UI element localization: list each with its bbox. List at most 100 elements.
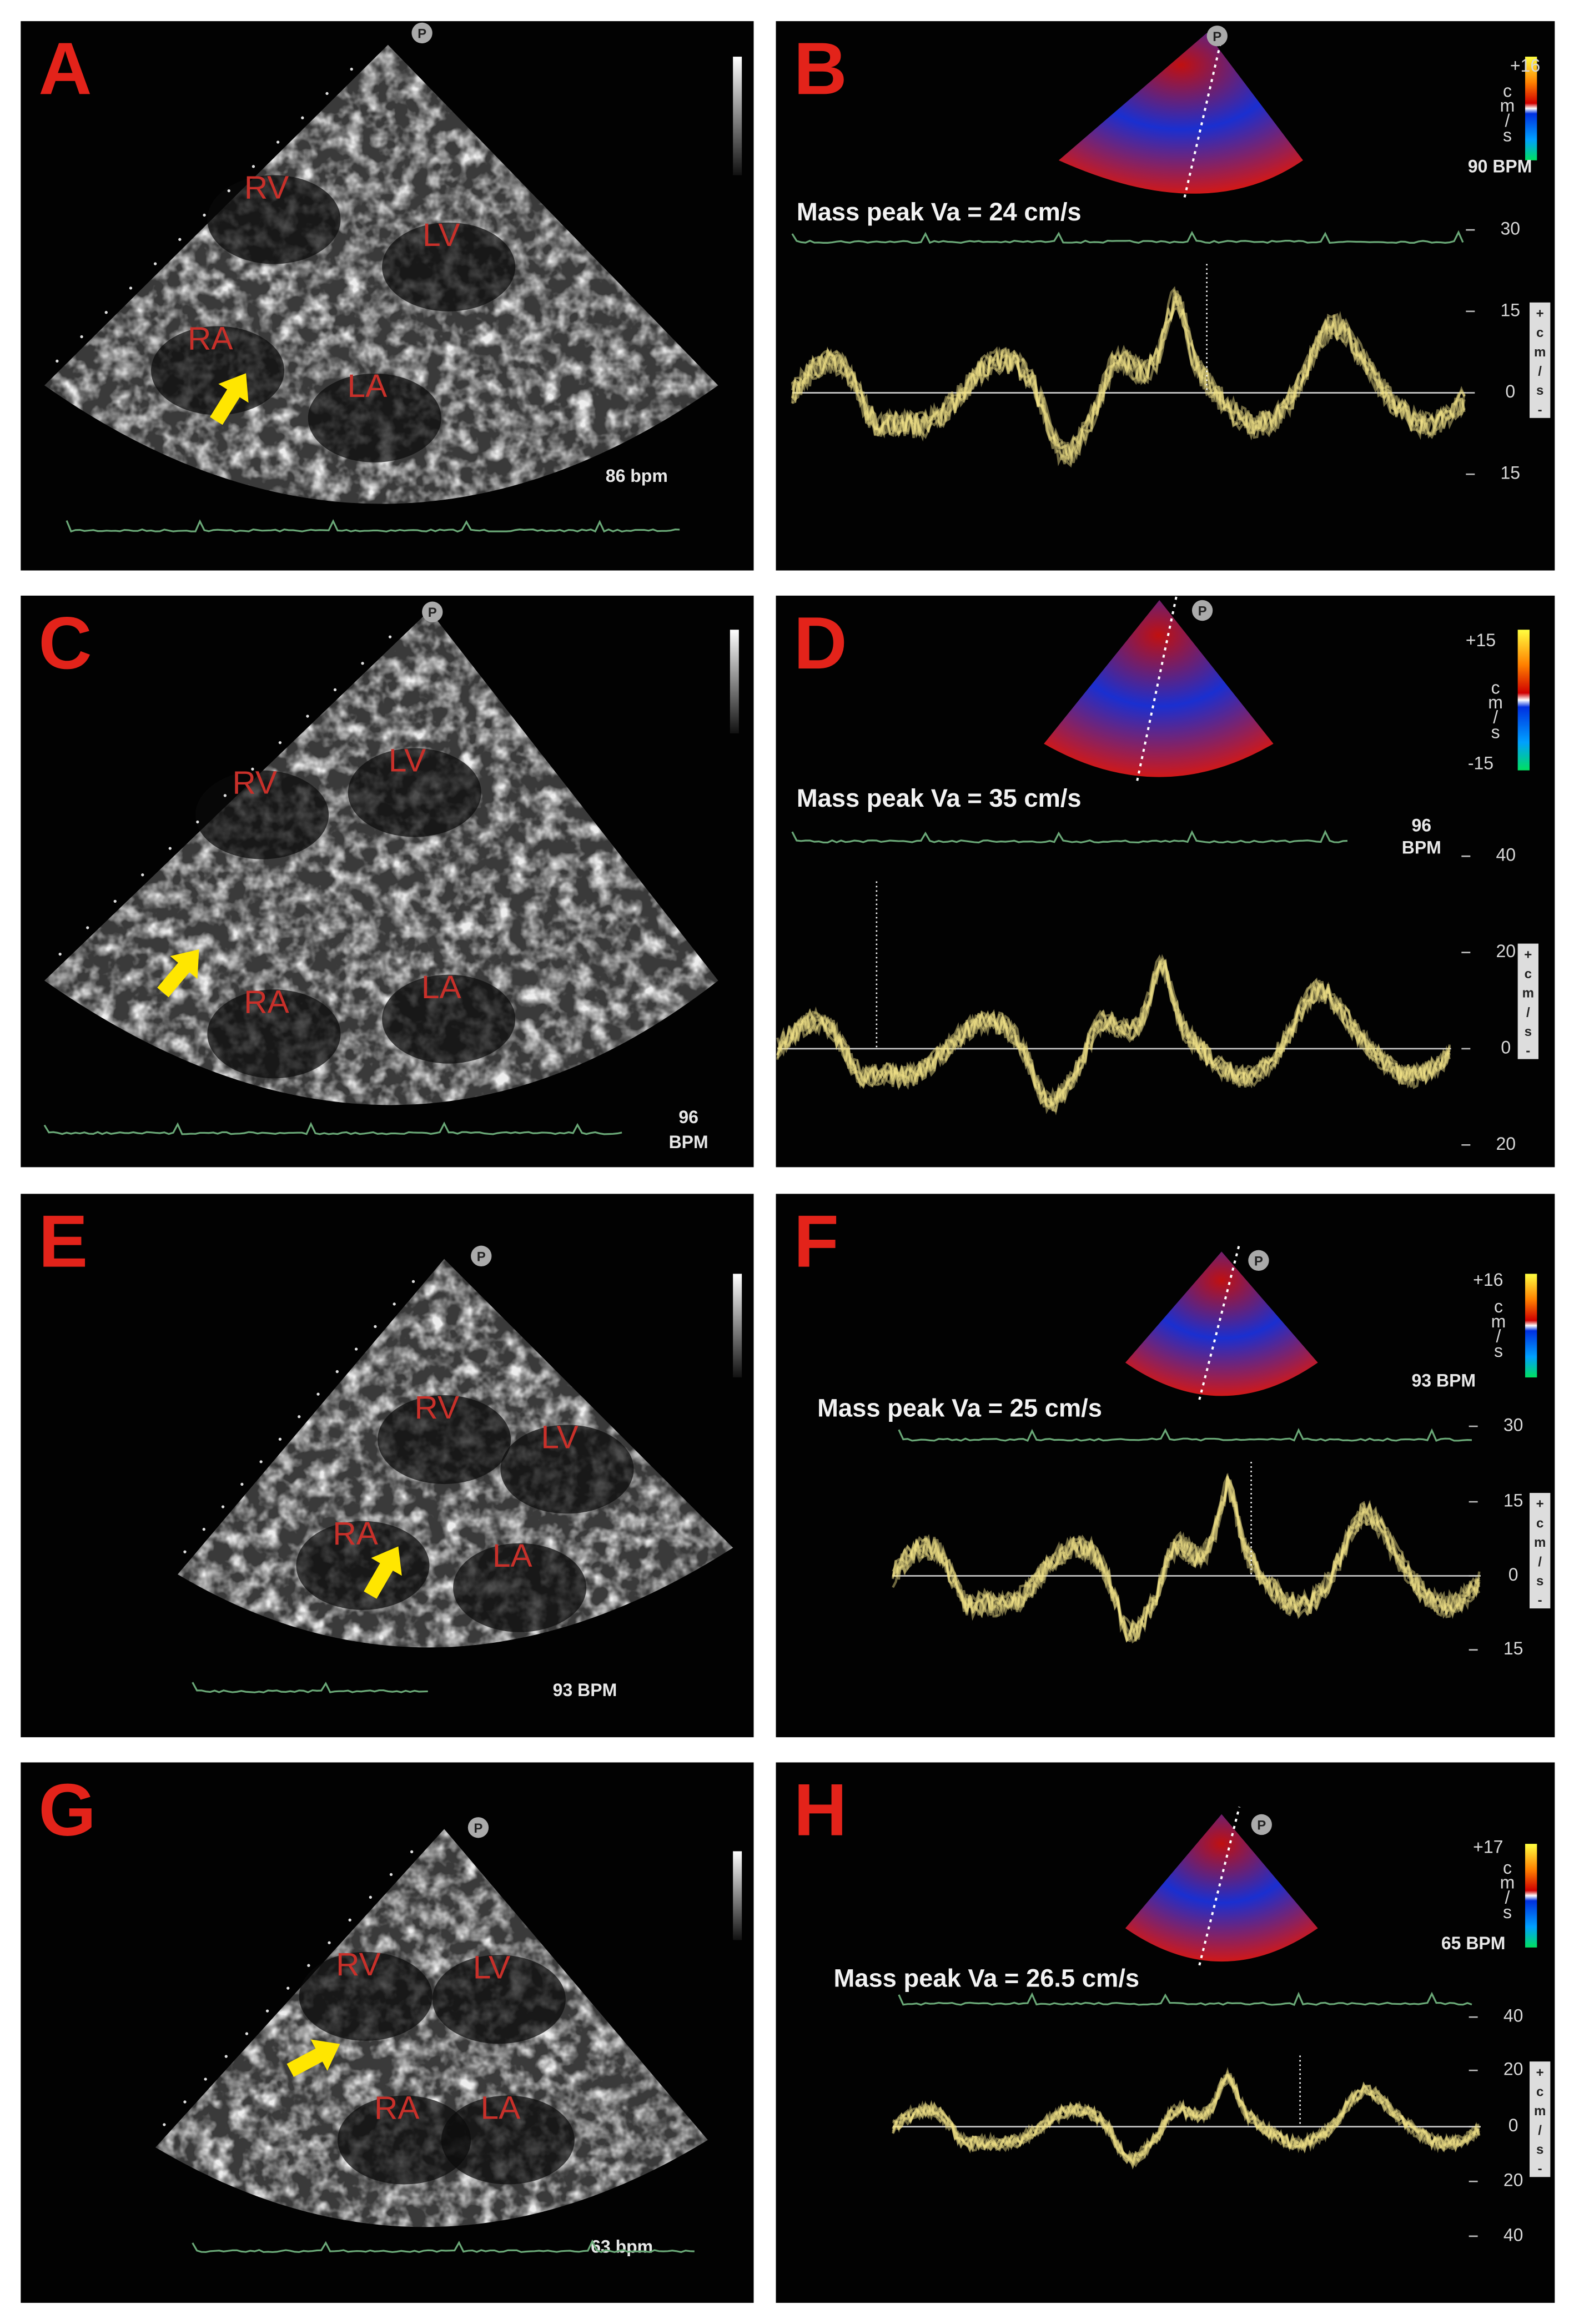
doppler-trace [776,959,1451,1116]
heart-rate: 63 bpm [591,2237,653,2257]
arrow [210,373,249,425]
color-scale-unit: / [1505,1887,1510,1907]
doppler-trace [892,2069,1481,2166]
depth-dot [335,1370,339,1374]
cursor-line [1136,592,1179,781]
doppler-trace [791,300,1466,468]
depth-dot [410,1850,414,1854]
depth-dot [388,635,392,638]
depth-dot [240,1482,244,1486]
chamber-label: RV [336,1946,380,1983]
axis-unit: s [1536,383,1543,398]
color-scale-unit: s [1503,1902,1512,1922]
tick-label: 30 [1503,1415,1523,1435]
depth-dot [286,1986,290,1990]
color-scale-unit: c [1503,1858,1512,1878]
color-sector [1125,1251,1318,1396]
color-sector [1044,600,1274,777]
chamber-label: LA [348,368,388,404]
axis-unit: / [1538,364,1542,379]
color-scale-unit: c [1494,1296,1503,1316]
color-scale-unit: / [1493,707,1498,727]
probe-marker-bg [1251,1814,1272,1835]
chamber-label: LV [473,1949,510,1985]
depth-dot [56,359,59,363]
color-scale-bar [1525,57,1537,160]
chamber-label: LV [389,743,426,779]
ecg-trace [791,230,1464,244]
color-scale-unit: c [1491,677,1500,697]
chamber-label: RV [244,170,289,206]
doppler-trace [776,959,1451,1110]
axis-unit: m [1534,345,1546,360]
measurement: Mass peak Va = 35 cm/s [797,784,1082,812]
probe-marker-bg [1248,1250,1269,1271]
color-sector [1058,33,1303,194]
axis-unit: m [1534,1535,1546,1550]
axis-unit: - [1526,1044,1530,1059]
ecg-trace [43,1121,622,1135]
tick-label: 40 [1503,2225,1523,2245]
depth-dot [348,1918,351,1921]
color-scale-label: +16 [1510,56,1540,76]
depth-dot [153,262,157,265]
chamber-cavity [382,974,516,1064]
probe-marker: P [477,1249,486,1264]
axis-unit: c [1536,1516,1543,1531]
depth-dot [265,2009,269,2013]
depth-dot [224,2055,228,2058]
axis-unit: c [1536,2085,1543,2100]
depth-dot [168,847,172,850]
depth-dot [325,92,329,95]
depth-dot [183,2100,187,2104]
depth-dot [316,1392,320,1396]
panel-letter: H [794,1769,847,1852]
cursor-line [1198,1244,1241,1400]
chamber-cavity [500,1425,634,1514]
panel-letter: C [38,602,92,685]
depth-dot [374,1325,377,1329]
heart-rate: 96 [678,1107,698,1127]
depth-dot [278,1437,282,1441]
depth-dot [202,1527,205,1531]
doppler-trace [892,2074,1481,2164]
chamber-cavity [308,373,441,462]
doppler-trace [892,2076,1480,2169]
sector-speckle [44,610,718,1105]
chamber-cavity [299,1951,433,2041]
measurement: Mass peak Va = 25 cm/s [817,1394,1102,1422]
depth-dot [298,1415,301,1418]
color-scale-label: -15 [1468,753,1493,773]
doppler-trace [892,1482,1481,1643]
doppler-trace [892,1476,1481,1643]
depth-dot [354,1347,358,1351]
tick-label: 0 [1505,381,1515,401]
doppler-trace [791,306,1466,464]
doppler-trace [791,290,1466,466]
axis-unit-box [1529,1493,1551,1609]
heart-rate: 90 BPM [1468,157,1532,177]
depth-dot [252,165,255,168]
chamber-cavity [296,1521,430,1610]
depth-dot [278,741,282,745]
measurement: Mass peak Va = 24 cm/s [797,198,1082,226]
chamber-label: RV [233,765,277,801]
probe-marker: P [428,605,437,620]
axis-unit: m [1522,986,1534,1001]
panel-letter: B [794,27,847,110]
probe-marker: P [1213,29,1221,44]
depth-dot [223,794,227,797]
axis-unit: / [1538,2123,1542,2138]
depth-dot [58,953,62,956]
axis-unit: / [1538,1555,1542,1570]
chamber-label: LA [481,2090,521,2126]
measurement: Mass peak Va = 26.5 cm/s [834,1964,1140,1992]
chamber-label: RA [244,984,289,1020]
color-scale-unit: s [1491,722,1500,742]
tick-label: 40 [1503,2006,1523,2026]
axis-unit: - [1538,2161,1542,2176]
axis-unit: - [1538,1593,1542,1608]
axis-unit-box [1529,2061,1551,2177]
heart-rate: 93 BPM [553,1680,617,1700]
color-scale-label: +15 [1466,630,1496,650]
